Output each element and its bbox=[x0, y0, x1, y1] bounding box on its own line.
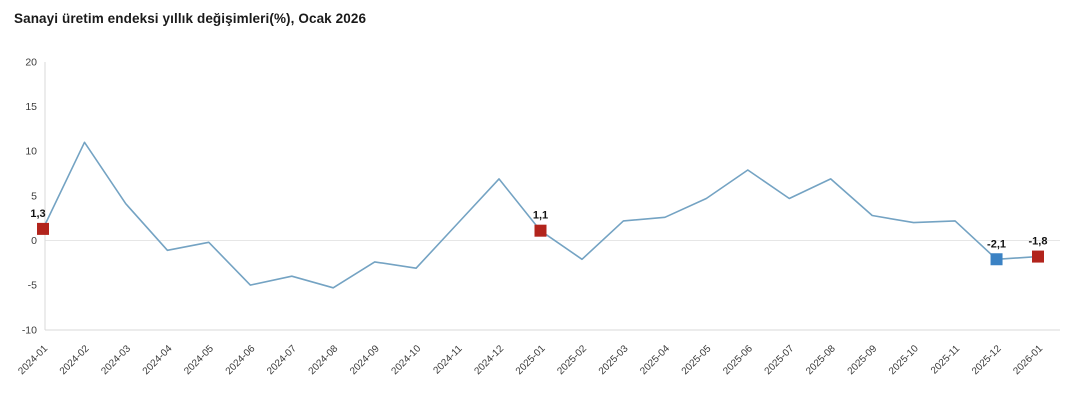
x-axis-tick-label: 2024-02 bbox=[58, 343, 92, 377]
x-axis-tick-label: 2024-04 bbox=[141, 343, 175, 377]
x-axis-tick-label: 2024-06 bbox=[224, 343, 258, 377]
x-axis-tick-label: 2024-08 bbox=[307, 343, 341, 377]
x-axis-tick-label: 2025-10 bbox=[887, 343, 921, 377]
x-axis-tick-label: 2024-07 bbox=[265, 343, 299, 377]
x-axis-tick-label: 2024-10 bbox=[390, 343, 424, 377]
data-point-label-2026-01: -1,8 bbox=[1029, 236, 1048, 248]
chart-title: Sanayi üretim endeksi yıllık değişimleri… bbox=[14, 11, 367, 26]
x-axis-tick-label: 2025-02 bbox=[555, 343, 589, 377]
data-point-label-2025-12: -2,1 bbox=[987, 238, 1006, 250]
data-point-marker-2024-01[interactable] bbox=[37, 222, 49, 235]
y-axis-tick-label: 15 bbox=[25, 101, 37, 113]
x-axis-tick-label: 2025-01 bbox=[514, 343, 548, 377]
x-axis-tick-label: 2025-05 bbox=[680, 343, 714, 377]
data-point-label-2025-01: 1,1 bbox=[533, 210, 548, 222]
x-axis-tick-label: 2025-11 bbox=[929, 343, 963, 377]
x-axis-tick-label: 2024-01 bbox=[16, 343, 50, 377]
y-axis-tick-label: 0 bbox=[31, 235, 37, 247]
x-axis-tick-label: 2024-05 bbox=[182, 343, 216, 377]
y-axis-tick-label: -5 bbox=[28, 280, 37, 292]
x-axis-tick-label: 2024-03 bbox=[99, 343, 133, 377]
x-axis-tick-label: 2025-08 bbox=[804, 343, 838, 377]
x-axis-tick-label: 2024-09 bbox=[348, 343, 382, 377]
data-point-label-2024-01: 1,3 bbox=[30, 208, 45, 220]
x-axis-tick-label: 2025-06 bbox=[721, 343, 755, 377]
x-axis-tick-label: 2025-12 bbox=[970, 343, 1004, 377]
x-axis-tick-label: 2025-03 bbox=[597, 343, 631, 377]
x-axis-tick-label: 2024-11 bbox=[431, 343, 465, 377]
y-axis-tick-label: 20 bbox=[25, 56, 37, 68]
y-axis-tick-label: -10 bbox=[22, 324, 37, 336]
data-point-marker-2025-01[interactable] bbox=[534, 224, 547, 237]
y-axis-tick-label: 10 bbox=[25, 146, 37, 158]
x-axis-tick-label: 2024-12 bbox=[472, 343, 506, 377]
x-axis-tick-label: 2025-07 bbox=[763, 343, 797, 377]
data-point-marker-2025-12[interactable] bbox=[990, 253, 1003, 266]
x-axis-tick-label: 2025-04 bbox=[638, 343, 672, 377]
x-axis-tick-label: 2025-09 bbox=[846, 343, 880, 377]
data-point-marker-2026-01[interactable] bbox=[1032, 250, 1044, 263]
y-axis-tick-label: 5 bbox=[31, 190, 37, 202]
x-axis-tick-label: 2026-01 bbox=[1011, 343, 1045, 377]
